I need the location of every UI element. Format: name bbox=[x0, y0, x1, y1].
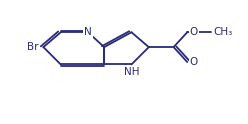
Text: Br: Br bbox=[27, 42, 38, 52]
Text: NH: NH bbox=[124, 67, 139, 77]
Text: O: O bbox=[190, 57, 198, 67]
Text: CH₃: CH₃ bbox=[213, 27, 233, 37]
Text: O: O bbox=[190, 27, 198, 37]
Text: N: N bbox=[84, 27, 92, 37]
